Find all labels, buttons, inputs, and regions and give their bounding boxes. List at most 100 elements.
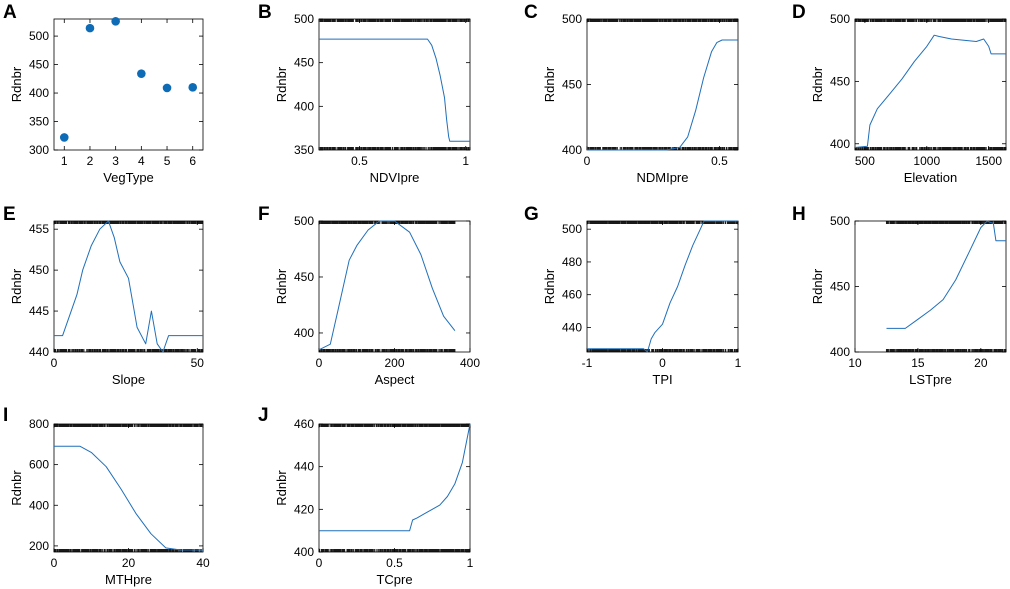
- series-line: [319, 423, 471, 532]
- panel-letter: B: [258, 2, 272, 23]
- series-line: [318, 220, 456, 351]
- y-tick-label: 440: [562, 320, 582, 334]
- rug-top: [318, 221, 456, 224]
- y-tick-label: 400: [294, 326, 314, 340]
- series-line: [587, 220, 738, 353]
- y-tick-label: 450: [29, 263, 49, 277]
- x-tick-label: 20: [974, 356, 988, 370]
- scatter-point: [137, 69, 146, 78]
- x-tick-label: 0: [316, 556, 323, 570]
- y-tick-label: 400: [830, 137, 850, 151]
- x-tick-label: 1: [735, 356, 742, 370]
- y-tick-label: 400: [830, 345, 850, 359]
- axes-frame: [318, 220, 471, 353]
- axes-frame: [318, 423, 471, 553]
- y-tick-label: 500: [294, 214, 314, 228]
- x-axis-label: Elevation: [904, 170, 957, 185]
- series-line: [54, 220, 203, 353]
- series-line: [319, 38, 470, 142]
- panel-letter: J: [258, 405, 269, 426]
- x-tick-label: 6: [189, 154, 196, 168]
- y-axis-label: Rdnbr: [810, 268, 825, 304]
- x-tick-label: 0: [659, 356, 666, 370]
- y-tick-label: 800: [29, 417, 49, 431]
- panel-letter: F: [258, 204, 270, 225]
- x-axis-label: NDMIpre: [636, 170, 688, 185]
- x-tick-label: 0.5: [386, 556, 403, 570]
- y-axis-label: Rdnbr: [274, 268, 289, 304]
- y-axis-label: Rdnbr: [810, 66, 825, 102]
- y-tick-label: 300: [29, 143, 49, 157]
- x-axis-label: LSTpre: [909, 372, 952, 387]
- x-tick-label: 1: [462, 154, 469, 168]
- x-tick-label: 50: [191, 356, 205, 370]
- rug-top: [586, 19, 739, 22]
- y-tick-label: 450: [29, 58, 49, 72]
- panel-j: 0 0.5 1 400 420 440 460 TCpre Rdnbr J: [258, 405, 474, 587]
- y-tick-label: 500: [29, 29, 49, 43]
- x-axis-label: VegType: [103, 170, 154, 185]
- x-tick-label: 20: [122, 556, 136, 570]
- x-tick-label: 0.5: [711, 154, 728, 168]
- y-tick-label: 460: [562, 288, 582, 302]
- x-tick-label: 1500: [975, 154, 1002, 168]
- x-tick-label: 0: [51, 556, 58, 570]
- y-tick-label: 440: [294, 460, 314, 474]
- y-tick-label: 500: [562, 222, 582, 236]
- panel-letter: D: [792, 2, 806, 23]
- y-axis-label: Rdnbr: [9, 66, 24, 102]
- panel-f: 0 200 400 400 450 500 Aspect Rdnbr F: [258, 204, 480, 387]
- rug-top: [53, 424, 203, 427]
- rug-top: [885, 221, 1007, 224]
- x-tick-label: 10: [848, 356, 862, 370]
- x-tick-label: 1000: [913, 154, 940, 168]
- scatter-point: [59, 133, 69, 142]
- x-tick-label: 1: [61, 154, 68, 168]
- rug-bottom: [318, 147, 471, 150]
- x-tick-label: 0: [51, 356, 58, 370]
- x-tick-label: 5: [164, 154, 171, 168]
- y-axis-label: Rdnbr: [9, 268, 24, 304]
- y-tick-label: 600: [29, 458, 49, 472]
- rug-top: [586, 221, 739, 224]
- y-tick-label: 400: [29, 86, 49, 100]
- y-tick-label: 400: [294, 99, 314, 113]
- y-tick-label: 350: [29, 115, 49, 129]
- series-line: [886, 220, 1006, 329]
- rug-top: [854, 19, 1007, 22]
- axes-frame: [586, 220, 739, 353]
- rug-bottom: [586, 349, 739, 352]
- panel-h: 10 15 20 400 450 500 LSTpre Rdnbr H: [792, 204, 1007, 387]
- x-tick-label: 40: [196, 556, 210, 570]
- x-tick-label: 0: [316, 356, 323, 370]
- series-line: [854, 34, 1006, 148]
- x-tick-label: 0.5: [351, 154, 368, 168]
- panel-letter: I: [3, 405, 8, 426]
- x-tick-label: 500: [855, 154, 875, 168]
- y-tick-label: 500: [830, 12, 850, 26]
- y-tick-label: 500: [294, 12, 314, 26]
- x-tick-label: 200: [384, 356, 404, 370]
- panel-letter: E: [3, 204, 16, 225]
- panel-d: 500 1000 1500 400 450 500 Elevation Rdnbr D: [792, 2, 1007, 185]
- y-tick-label: 450: [294, 56, 314, 70]
- series-line: [54, 445, 203, 551]
- x-tick-label: 4: [138, 154, 145, 168]
- y-tick-label: 400: [294, 545, 314, 559]
- axes-frame: [854, 220, 1007, 353]
- scatter-point: [111, 16, 120, 26]
- axes-frame: [854, 18, 1007, 151]
- x-tick-label: 15: [911, 356, 925, 370]
- x-axis-label: NDVIpre: [370, 170, 420, 185]
- y-tick-label: 455: [29, 222, 49, 236]
- y-tick-label: 400: [29, 498, 49, 512]
- series-line: [587, 39, 738, 151]
- panel-letter: A: [3, 2, 17, 23]
- rug-top: [318, 424, 471, 427]
- scatter-point: [85, 23, 95, 33]
- y-axis-label: Rdnbr: [9, 470, 24, 506]
- y-axis-label: Rdnbr: [542, 268, 557, 304]
- axes-frame: [53, 423, 204, 553]
- rug-bottom: [854, 147, 1007, 150]
